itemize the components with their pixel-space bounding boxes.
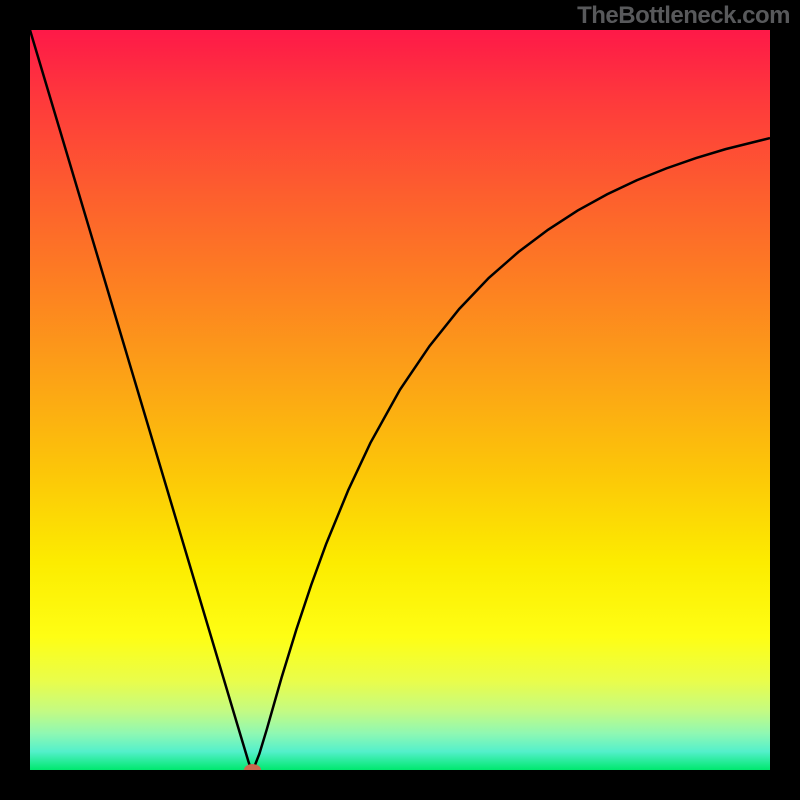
chart-frame: TheBottleneck.com [0, 0, 800, 800]
plot-area [30, 30, 770, 770]
curve-layer [30, 30, 770, 770]
minimum-marker [244, 764, 261, 770]
watermark-text: TheBottleneck.com [577, 2, 790, 30]
bottleneck-curve [30, 30, 770, 770]
